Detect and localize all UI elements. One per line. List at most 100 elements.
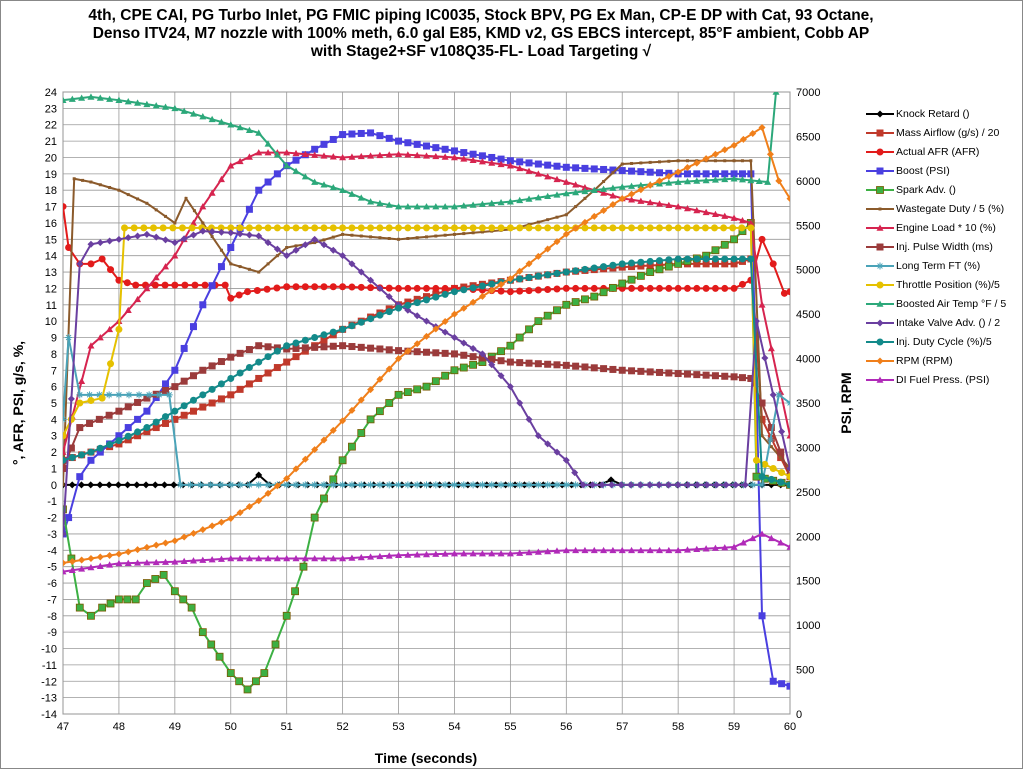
data-point: [562, 456, 570, 464]
data-point: [758, 235, 766, 243]
data-point: [357, 553, 365, 561]
y-axis-title: °, AFR, PSI, g/s, %,: [10, 341, 26, 465]
data-point: [730, 543, 738, 550]
data-point: [415, 236, 419, 240]
data-point: [348, 224, 356, 232]
data-point: [301, 455, 309, 463]
data-point: [525, 325, 533, 334]
data-point: [171, 407, 179, 415]
data-point: [876, 185, 884, 194]
data-point: [609, 283, 617, 292]
data-point: [611, 171, 615, 175]
data-point: [161, 481, 169, 489]
data-point: [721, 255, 729, 263]
data-point: [199, 526, 207, 534]
data-point: [311, 481, 319, 489]
data-point: [609, 365, 617, 373]
data-point: [255, 497, 263, 505]
y2-tick-label: 500: [796, 665, 814, 677]
data-point: [311, 283, 319, 291]
data-point: [738, 216, 746, 224]
data-point: [693, 481, 701, 489]
y-tick-label: 7: [51, 365, 57, 377]
data-point: [553, 269, 561, 277]
data-point: [646, 224, 654, 232]
data-point: [273, 170, 281, 178]
data-point: [78, 565, 86, 572]
data-point: [189, 396, 197, 404]
data-point: [236, 509, 244, 517]
data-point: [441, 224, 449, 232]
data-point: [488, 224, 496, 232]
data-point: [450, 310, 458, 318]
data-point: [404, 151, 412, 158]
data-point: [376, 375, 384, 383]
data-point: [544, 161, 552, 169]
data-point: [480, 230, 484, 234]
data-point: [320, 555, 328, 562]
data-point: [656, 261, 664, 269]
data-point: [134, 415, 142, 423]
data-point: [423, 284, 430, 292]
data-point: [176, 481, 184, 489]
data-point: [105, 411, 113, 419]
data-point: [667, 159, 671, 163]
data-point: [98, 603, 107, 612]
data-point: [143, 559, 151, 566]
data-point: [348, 406, 356, 414]
data-point: [469, 156, 477, 164]
data-point: [702, 371, 710, 379]
data-point: [273, 224, 281, 232]
data-point: [292, 555, 300, 562]
data-point: [581, 546, 589, 554]
data-point: [423, 481, 430, 489]
data-point: [106, 95, 114, 102]
data-point: [432, 349, 440, 357]
data-point: [180, 533, 188, 541]
data-point: [460, 550, 468, 557]
data-point: [478, 158, 486, 165]
data-point: [534, 317, 543, 326]
data-point: [301, 241, 309, 249]
data-point: [376, 481, 384, 489]
data-point: [63, 203, 67, 211]
data-point: [76, 424, 84, 432]
data-point: [273, 347, 281, 355]
data-point: [769, 391, 777, 399]
data-point: [285, 246, 289, 249]
data-point: [738, 176, 746, 183]
data-point: [329, 481, 337, 489]
data-point: [395, 224, 403, 232]
data-point: [674, 178, 682, 185]
data-point: [656, 284, 664, 292]
data-point: [171, 383, 179, 391]
data-point: [413, 203, 421, 210]
data-point: [534, 252, 542, 260]
data-point: [63, 96, 67, 103]
data-point: [76, 473, 84, 481]
data-point: [124, 306, 132, 314]
data-point: [124, 548, 132, 556]
data-point: [544, 245, 552, 253]
data-point: [460, 351, 468, 359]
data-point: [124, 436, 132, 444]
data-point: [385, 346, 393, 354]
data-point: [478, 200, 486, 207]
data-point: [178, 224, 186, 232]
data-point: [683, 224, 691, 232]
data-point: [460, 481, 468, 489]
data-point: [758, 301, 766, 308]
data-point: [96, 448, 104, 456]
data-point: [627, 275, 636, 284]
data-point: [469, 550, 477, 557]
data-point: [693, 206, 701, 214]
data-point: [217, 380, 225, 388]
data-point: [255, 224, 263, 232]
y2-tick-label: 3000: [796, 442, 820, 454]
data-point: [665, 369, 673, 377]
data-point: [68, 481, 76, 489]
data-point: [348, 283, 356, 291]
data-point: [779, 456, 783, 460]
data-point: [637, 284, 645, 292]
data-point: [711, 150, 719, 158]
